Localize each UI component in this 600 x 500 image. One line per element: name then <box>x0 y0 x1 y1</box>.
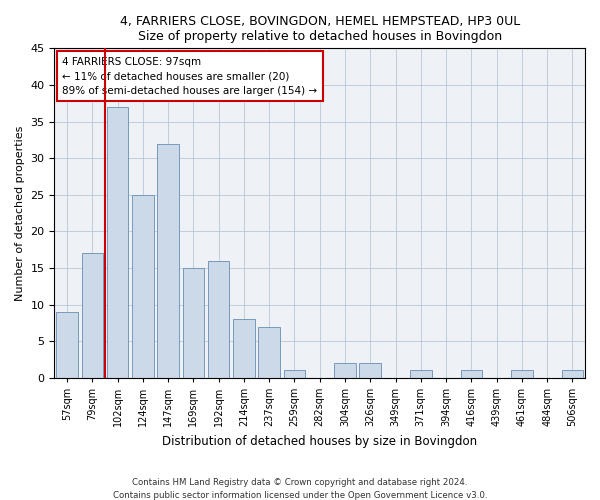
Bar <box>334 363 356 378</box>
Bar <box>182 268 204 378</box>
Bar <box>132 194 154 378</box>
Bar <box>359 363 381 378</box>
Bar <box>56 312 78 378</box>
Title: 4, FARRIERS CLOSE, BOVINGDON, HEMEL HEMPSTEAD, HP3 0UL
Size of property relative: 4, FARRIERS CLOSE, BOVINGDON, HEMEL HEMP… <box>119 15 520 43</box>
Bar <box>208 260 229 378</box>
Bar <box>259 326 280 378</box>
Bar <box>107 107 128 378</box>
Bar <box>157 144 179 378</box>
Text: Contains HM Land Registry data © Crown copyright and database right 2024.
Contai: Contains HM Land Registry data © Crown c… <box>113 478 487 500</box>
Text: 4 FARRIERS CLOSE: 97sqm
← 11% of detached houses are smaller (20)
89% of semi-de: 4 FARRIERS CLOSE: 97sqm ← 11% of detache… <box>62 56 317 96</box>
Bar <box>461 370 482 378</box>
Bar <box>410 370 431 378</box>
X-axis label: Distribution of detached houses by size in Bovingdon: Distribution of detached houses by size … <box>162 434 477 448</box>
Bar <box>82 254 103 378</box>
Bar <box>233 319 254 378</box>
Y-axis label: Number of detached properties: Number of detached properties <box>15 126 25 300</box>
Bar <box>562 370 583 378</box>
Bar <box>511 370 533 378</box>
Bar <box>284 370 305 378</box>
